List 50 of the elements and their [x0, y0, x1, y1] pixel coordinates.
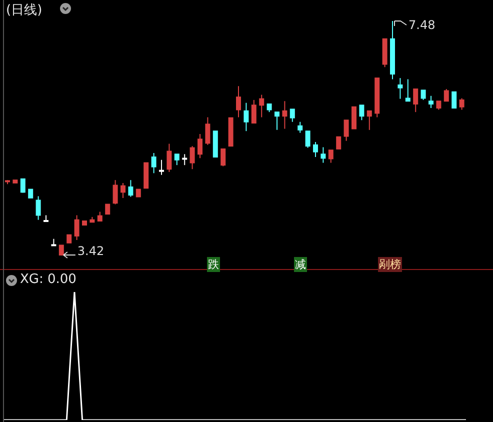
candlestick — [320, 146, 326, 164]
candlestick — [190, 146, 195, 170]
candlestick — [328, 150, 334, 164]
annotation: 7.48 — [408, 18, 436, 32]
candlestick — [405, 78, 410, 102]
candlestick — [20, 178, 26, 194]
chart-title: XG: 0.00 — [20, 272, 76, 287]
candlestick — [290, 108, 295, 122]
candlestick — [151, 152, 156, 174]
candlestick — [74, 214, 80, 241]
candlestick — [166, 143, 172, 173]
candlestick — [251, 99, 256, 124]
candlestick — [236, 86, 241, 118]
candlestick — [120, 182, 126, 198]
chart-title: (日线) — [6, 2, 42, 19]
candlestick — [459, 98, 464, 110]
candlestick — [174, 154, 180, 166]
candlestick — [336, 136, 342, 150]
candlestick — [36, 196, 41, 220]
candlestick — [58, 244, 64, 256]
candlestick — [274, 112, 280, 130]
candlestick — [159, 159, 164, 176]
candlestick — [97, 211, 102, 222]
candlestick — [444, 88, 449, 102]
candlestick — [344, 120, 349, 142]
candlestick — [282, 100, 288, 130]
candlestick — [205, 116, 210, 146]
candlestick — [182, 154, 188, 166]
text: 跌 — [207, 257, 220, 272]
candlestick — [105, 204, 110, 215]
text: 剐榜 — [378, 257, 402, 272]
candlestick — [313, 142, 318, 158]
candlestick — [112, 180, 118, 205]
text: 减 — [294, 257, 307, 272]
candlestick — [366, 110, 372, 130]
annotation: 3.42 — [77, 244, 104, 258]
candlestick — [244, 102, 249, 132]
candlestick — [128, 180, 134, 198]
candlestick — [428, 95, 434, 109]
candlestick — [398, 78, 403, 100]
candlestick — [452, 91, 457, 109]
candlestick — [413, 88, 418, 113]
candlestick — [352, 106, 356, 130]
candlestick — [359, 104, 364, 121]
candlestick — [198, 133, 202, 159]
candlestick — [298, 121, 303, 134]
candlestick — [259, 94, 264, 118]
candlestick — [420, 90, 426, 100]
candlestick — [305, 130, 310, 148]
candlestick — [220, 148, 226, 167]
